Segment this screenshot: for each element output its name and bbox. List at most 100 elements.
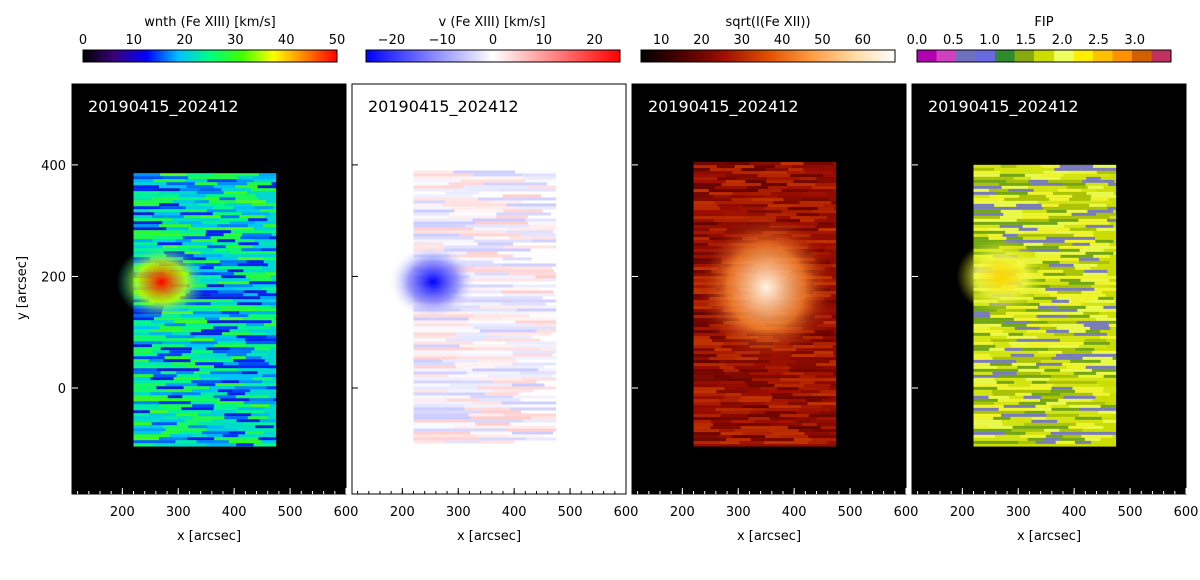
texture-streak [714, 219, 747, 223]
texture-streak [158, 365, 186, 369]
x-tick-label: 300 [446, 505, 471, 520]
texture-streak [1062, 182, 1086, 186]
texture-streak [1065, 272, 1083, 276]
texture-streak [770, 438, 794, 442]
texture-streak [760, 387, 778, 391]
texture-streak [194, 299, 218, 303]
texture-streak [973, 320, 1004, 324]
texture-streak [1042, 260, 1060, 264]
texture-streak [815, 225, 837, 229]
texture-streak [777, 387, 799, 391]
texture-streak [196, 191, 224, 195]
texture-streak [413, 326, 474, 330]
texture-streak [261, 287, 277, 291]
texture-streak [1070, 191, 1087, 195]
texture-streak [217, 341, 246, 345]
texture-streak [806, 399, 822, 403]
texture-streak [693, 183, 722, 187]
texture-streak [1022, 215, 1049, 219]
texture-streak [455, 335, 503, 339]
texture-streak [725, 378, 752, 382]
texture-streak [1088, 299, 1115, 303]
texture-streak [176, 371, 194, 375]
texture-streak [1029, 344, 1049, 348]
texture-streak [1096, 170, 1117, 174]
texture-streak [156, 440, 176, 444]
texture-streak [693, 237, 710, 241]
texture-streak [193, 254, 223, 258]
texture-streak [693, 363, 726, 367]
texture-streak [448, 374, 488, 378]
texture-streak [149, 395, 168, 399]
texture-streak [693, 429, 720, 433]
texture-streak [477, 359, 517, 363]
texture-streak [1052, 341, 1084, 345]
texture-streak [973, 224, 1000, 228]
texture-streak [693, 210, 724, 214]
texture-streak [996, 221, 1017, 225]
texture-streak [539, 347, 557, 351]
texture-streak [1081, 293, 1106, 297]
texture-streak [1022, 209, 1047, 213]
texture-streak [467, 320, 516, 324]
texture-streak [159, 404, 193, 408]
x-tick-label: 500 [1118, 505, 1143, 520]
colorbar-tick-label: 40 [774, 33, 791, 48]
texture-streak [186, 185, 214, 189]
texture-streak [1084, 437, 1101, 441]
texture-streak [133, 419, 161, 423]
texture-streak [1000, 164, 1017, 168]
texture-streak [1100, 359, 1117, 363]
texture-streak [1031, 407, 1052, 411]
texture-streak [448, 389, 494, 393]
texture-streak [1048, 347, 1076, 351]
texture-streak [811, 393, 837, 397]
x-tick-label: 300 [1006, 505, 1031, 520]
texture-streak [719, 351, 736, 355]
texture-streak [212, 206, 234, 210]
texture-streak [800, 390, 821, 394]
texture-streak [973, 314, 991, 318]
texture-streak [263, 251, 277, 255]
texture-streak [811, 339, 837, 343]
texture-streak [1040, 359, 1071, 363]
texture-streak [1094, 287, 1117, 291]
texture-streak [973, 410, 995, 414]
texture-streak [413, 356, 457, 360]
texture-streak [237, 302, 262, 306]
texture-streak [719, 360, 751, 364]
texture-streak [1040, 425, 1069, 429]
texture-streak [177, 245, 208, 249]
texture-streak [1000, 209, 1023, 213]
colorbar-tick-label: 0 [489, 33, 497, 48]
texture-streak [487, 374, 553, 378]
texture-streak [457, 290, 502, 294]
texture-streak [732, 435, 766, 439]
texture-streak [720, 414, 748, 418]
texture-streak [1042, 206, 1076, 210]
texture-streak [1108, 320, 1117, 324]
texture-streak [205, 263, 222, 267]
texture-streak [744, 183, 762, 187]
texture-streak [808, 435, 837, 439]
texture-streak [181, 305, 212, 309]
texture-streak [266, 290, 277, 294]
texture-streak [973, 335, 1007, 339]
texture-streak [994, 401, 1019, 405]
texture-streak [1045, 278, 1061, 282]
texture-streak [1105, 377, 1117, 381]
texture-streak [739, 441, 765, 445]
timestamp-label: 20190415_202412 [368, 97, 519, 117]
texture-streak [732, 171, 761, 175]
texture-streak [235, 239, 255, 243]
texture-streak [413, 230, 454, 234]
texture-streak [828, 396, 837, 400]
texture-streak [1033, 296, 1057, 300]
texture-streak [448, 212, 497, 216]
texture-streak [502, 194, 541, 198]
texture-streak [693, 420, 711, 424]
texture-streak [798, 387, 829, 391]
texture-streak [1005, 311, 1038, 315]
texture-streak [529, 314, 557, 318]
